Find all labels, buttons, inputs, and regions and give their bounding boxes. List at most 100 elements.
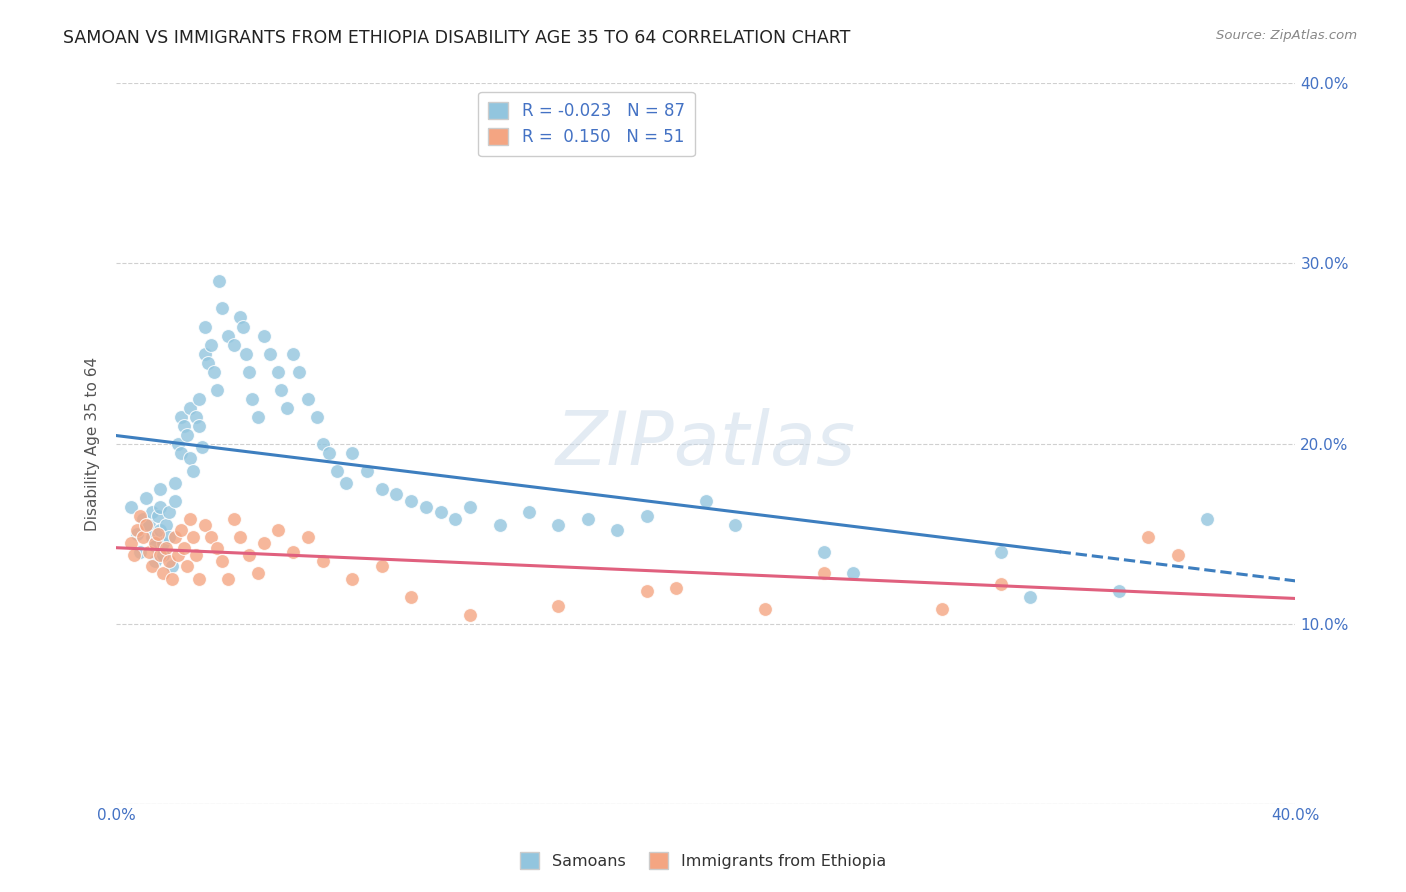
Point xyxy=(547,517,569,532)
Point xyxy=(224,337,246,351)
Point xyxy=(181,464,204,478)
Point xyxy=(288,364,311,378)
Point xyxy=(146,508,169,523)
Point xyxy=(335,476,357,491)
Point xyxy=(246,566,269,581)
Point xyxy=(194,346,217,360)
Point xyxy=(517,505,540,519)
Point xyxy=(162,558,184,573)
Point xyxy=(146,526,169,541)
Point xyxy=(135,517,157,532)
Point xyxy=(122,548,145,562)
Point xyxy=(152,548,174,562)
Point xyxy=(724,517,747,532)
Point xyxy=(128,544,150,558)
Point xyxy=(318,445,340,459)
Point xyxy=(267,364,290,378)
Point xyxy=(990,577,1012,591)
Point xyxy=(253,328,276,343)
Point xyxy=(842,566,865,581)
Point xyxy=(143,535,166,549)
Point xyxy=(429,505,451,519)
Point xyxy=(326,464,349,478)
Point xyxy=(176,427,198,442)
Point xyxy=(276,401,298,415)
Point xyxy=(1195,512,1218,526)
Point xyxy=(813,566,835,581)
Point xyxy=(399,494,422,508)
Point xyxy=(253,535,276,549)
Point xyxy=(813,544,835,558)
Point xyxy=(606,523,628,537)
Point xyxy=(235,346,257,360)
Text: Source: ZipAtlas.com: Source: ZipAtlas.com xyxy=(1216,29,1357,42)
Point xyxy=(238,364,260,378)
Point xyxy=(157,553,180,567)
Point xyxy=(173,418,195,433)
Point xyxy=(1108,584,1130,599)
Point xyxy=(157,505,180,519)
Point xyxy=(270,383,292,397)
Point xyxy=(636,508,658,523)
Point xyxy=(132,512,155,526)
Point xyxy=(399,590,422,604)
Point xyxy=(179,401,201,415)
Point xyxy=(211,553,233,567)
Point xyxy=(149,500,172,514)
Point xyxy=(370,482,392,496)
Point xyxy=(165,494,187,508)
Point xyxy=(1019,590,1042,604)
Point xyxy=(155,517,177,532)
Point xyxy=(444,512,467,526)
Point xyxy=(305,409,328,424)
Point xyxy=(281,346,304,360)
Point xyxy=(200,530,222,544)
Point xyxy=(1167,548,1189,562)
Point xyxy=(194,517,217,532)
Point xyxy=(297,530,319,544)
Point xyxy=(211,301,233,316)
Point xyxy=(340,572,363,586)
Y-axis label: Disability Age 35 to 64: Disability Age 35 to 64 xyxy=(86,357,100,531)
Point xyxy=(311,553,333,567)
Point xyxy=(138,544,160,558)
Point xyxy=(167,436,190,450)
Point xyxy=(200,337,222,351)
Point xyxy=(240,392,263,406)
Point xyxy=(120,535,142,549)
Point xyxy=(217,328,239,343)
Point xyxy=(141,558,163,573)
Point xyxy=(191,440,214,454)
Point xyxy=(167,548,190,562)
Point xyxy=(458,607,481,622)
Point xyxy=(415,500,437,514)
Point xyxy=(229,530,252,544)
Text: SAMOAN VS IMMIGRANTS FROM ETHIOPIA DISABILITY AGE 35 TO 64 CORRELATION CHART: SAMOAN VS IMMIGRANTS FROM ETHIOPIA DISAB… xyxy=(63,29,851,46)
Point xyxy=(311,436,333,450)
Point xyxy=(205,383,228,397)
Point xyxy=(990,544,1012,558)
Point xyxy=(281,544,304,558)
Point xyxy=(120,500,142,514)
Point xyxy=(179,512,201,526)
Point xyxy=(125,523,148,537)
Point xyxy=(165,530,187,544)
Point xyxy=(187,572,209,586)
Point xyxy=(157,530,180,544)
Point xyxy=(205,541,228,555)
Point xyxy=(547,599,569,613)
Point xyxy=(458,500,481,514)
Point xyxy=(931,602,953,616)
Point xyxy=(229,310,252,325)
Point xyxy=(385,487,408,501)
Point xyxy=(149,548,172,562)
Point xyxy=(135,491,157,505)
Point xyxy=(152,566,174,581)
Point xyxy=(576,512,599,526)
Text: ZIPatlas: ZIPatlas xyxy=(555,408,856,480)
Point xyxy=(170,523,193,537)
Point xyxy=(194,319,217,334)
Point xyxy=(135,517,157,532)
Point xyxy=(232,319,254,334)
Point xyxy=(297,392,319,406)
